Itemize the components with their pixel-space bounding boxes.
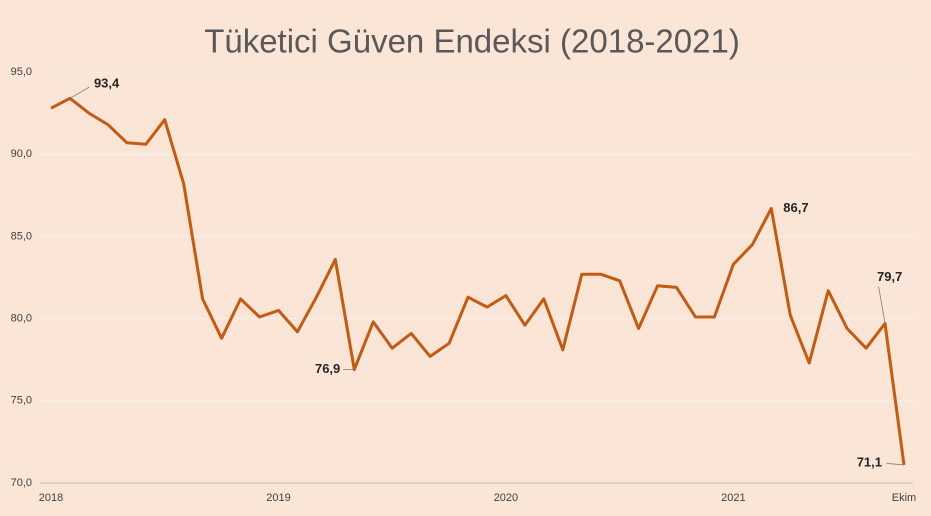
y-tick-label: 95,0 xyxy=(11,66,32,78)
data-label: 79,7 xyxy=(877,269,902,284)
y-tick-label: 75,0 xyxy=(11,395,32,407)
y-tick-label: 85,0 xyxy=(11,230,32,242)
x-tick-label: Ekim xyxy=(892,492,916,504)
leader-line xyxy=(69,86,90,99)
y-tick-label: 80,0 xyxy=(11,313,32,325)
x-tick-label: 2018 xyxy=(39,492,63,504)
leader-line xyxy=(878,286,886,324)
data-label: 71,1 xyxy=(857,454,882,469)
y-tick-label: 70,0 xyxy=(11,477,32,489)
x-tick-label: 2020 xyxy=(494,492,518,504)
data-label: 93,4 xyxy=(94,76,120,91)
leader-line xyxy=(886,462,905,466)
x-tick-label: 2019 xyxy=(266,492,290,504)
x-tick-label: 2021 xyxy=(721,492,745,504)
data-label: 76,9 xyxy=(315,361,340,376)
y-tick-label: 90,0 xyxy=(11,148,32,160)
data-line xyxy=(50,96,906,466)
data-label: 86,7 xyxy=(783,200,808,215)
chart-title: Tüketici Güven Endeksi (2018-2021) xyxy=(204,23,740,60)
